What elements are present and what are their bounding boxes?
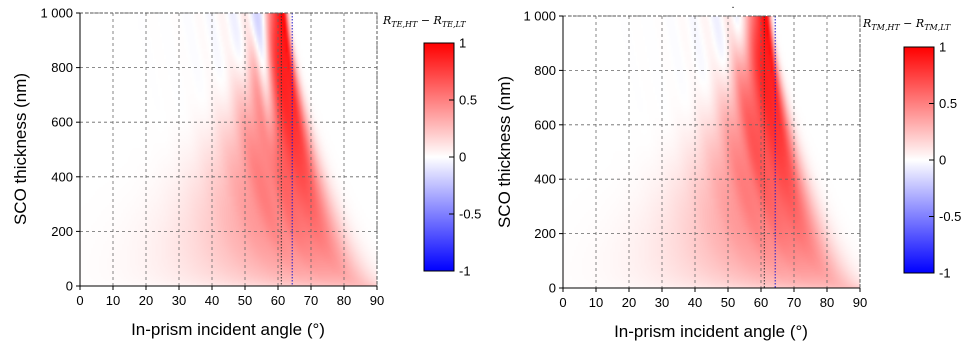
y-axis-label-te: SCO thickness (nm) bbox=[11, 73, 30, 225]
colorbar-tick-label: 1 bbox=[459, 36, 466, 51]
y-tick-label: 1 000 bbox=[523, 9, 556, 24]
colorbar-title-mid-te: − R bbox=[417, 14, 442, 27]
x-tick-label: 0 bbox=[76, 293, 83, 308]
y-tick-label: 200 bbox=[51, 224, 73, 239]
colorbar-title-sub1-te: TE,HT bbox=[391, 20, 418, 29]
x-tick-label: 70 bbox=[304, 293, 318, 308]
x-tick-label: 10 bbox=[106, 293, 120, 308]
x-axis-label-te: In-prism incident angle (°) bbox=[131, 320, 325, 339]
colorbar-tick-label: 0.5 bbox=[459, 93, 477, 108]
x-tick-label: 10 bbox=[589, 295, 603, 310]
colorbar-tick-label: 0.5 bbox=[939, 96, 957, 111]
x-tick-label: 30 bbox=[172, 293, 186, 308]
colorbar-tick-label: -1 bbox=[939, 266, 951, 281]
colorbar-title-tm: RTM,HT − RTM,LT bbox=[862, 17, 951, 32]
y-tick-label: 800 bbox=[534, 63, 556, 78]
colorbar-title-sub1-tm: TM,HT bbox=[871, 23, 900, 32]
x-tick-label: 0 bbox=[559, 295, 566, 310]
heatmap-image-te bbox=[80, 13, 377, 286]
x-tick-label: 30 bbox=[655, 295, 669, 310]
colorbar-tick-label: 0 bbox=[939, 153, 946, 168]
x-ticks-te: 0 10 20 30 40 50 60 70 80 90 bbox=[76, 286, 384, 308]
y-tick-label: 0 bbox=[66, 279, 73, 294]
x-tick-label: 50 bbox=[238, 293, 252, 308]
x-tick-label: 60 bbox=[754, 295, 768, 310]
x-tick-label: 20 bbox=[622, 295, 636, 310]
x-tick-label: 60 bbox=[271, 293, 285, 308]
y-tick-label: 1 000 bbox=[40, 6, 73, 21]
colorbar-title-te: RTE,HT − RTE,LT bbox=[382, 14, 466, 29]
x-tick-label: 70 bbox=[787, 295, 801, 310]
colorbar-title-main-tm: R bbox=[862, 17, 871, 30]
y-tick-label: 600 bbox=[534, 117, 556, 132]
colorbar-tick-label: 0 bbox=[459, 150, 466, 165]
x-tick-label: 80 bbox=[337, 293, 351, 308]
x-tick-label: 80 bbox=[820, 295, 834, 310]
y-axis-label-tm: SCO thickness (nm) bbox=[495, 76, 514, 228]
x-tick-label: 90 bbox=[370, 293, 384, 308]
colorbar-tick-label: -1 bbox=[459, 264, 471, 279]
x-tick-label: 90 bbox=[853, 295, 867, 310]
y-tick-label: 400 bbox=[534, 172, 556, 187]
heatmap-image-tm bbox=[563, 16, 860, 288]
y-tick-label: 200 bbox=[534, 226, 556, 241]
stray-dot: . bbox=[731, 0, 734, 11]
colorbar-title-sub2-tm: TM,LT bbox=[924, 23, 951, 32]
x-tick-label: 50 bbox=[721, 295, 735, 310]
y-tick-label: 800 bbox=[51, 60, 73, 75]
x-tick-label: 20 bbox=[139, 293, 153, 308]
x-ticks-tm: 0 10 20 30 40 50 60 70 80 90 bbox=[559, 288, 867, 310]
y-tick-label: 400 bbox=[51, 169, 73, 184]
x-axis-label-tm: In-prism incident angle (°) bbox=[614, 322, 808, 341]
y-ticks-te: 0 200 400 600 800 1 000 bbox=[40, 6, 80, 294]
colorbar-tick-label: -0.5 bbox=[459, 207, 481, 222]
colorbar-title-sub2-te: TE,LT bbox=[442, 20, 466, 29]
x-tick-label: 40 bbox=[688, 295, 702, 310]
y-tick-label: 0 bbox=[549, 281, 556, 296]
colorbar-tick-label: -0.5 bbox=[939, 209, 961, 224]
x-tick-label: 40 bbox=[205, 293, 219, 308]
colorbar-title-main-te: R bbox=[382, 14, 391, 27]
y-ticks-tm: 0 200 400 600 800 1 000 bbox=[523, 9, 563, 296]
colorbar-tick-label: 1 bbox=[939, 40, 946, 55]
colorbar-title-mid-tm: − R bbox=[900, 17, 925, 30]
y-tick-label: 600 bbox=[51, 115, 73, 130]
